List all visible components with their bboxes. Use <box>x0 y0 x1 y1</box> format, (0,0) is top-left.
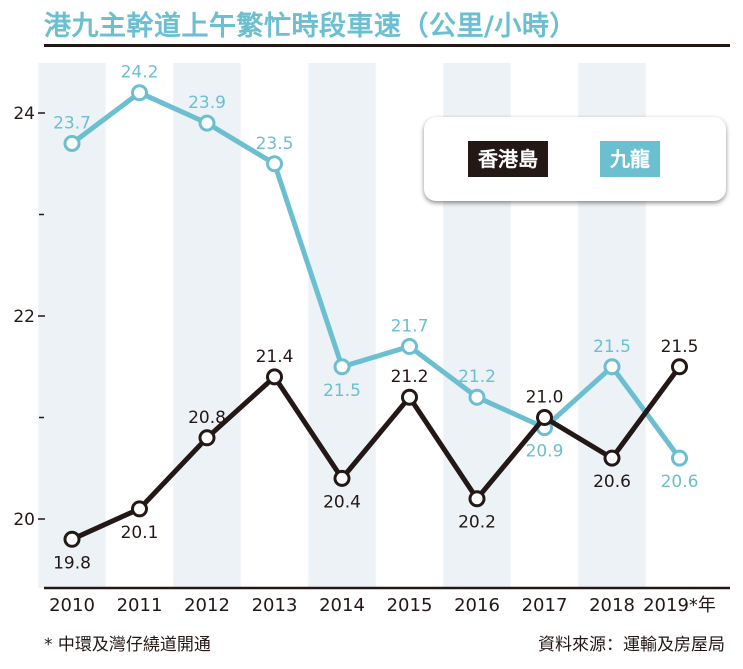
data-point-hong-kong-island <box>266 368 283 386</box>
y-tick-label: 24 <box>13 104 35 124</box>
data-point-hong-kong-island <box>468 490 486 508</box>
data-label-hong-kong-island: 20.1 <box>121 523 159 543</box>
data-labels: 19.8 20.1 20.8 21.4 20.4 21.2 20.2 21.0 20.6 21.5… <box>53 63 698 574</box>
data-point-hong-kong-island <box>401 388 418 406</box>
data-label-hong-kong-island: 20.6 <box>593 472 631 492</box>
data-label-hong-kong-island: 21.5 <box>661 337 699 357</box>
x-tick-label: 2012 <box>184 595 230 616</box>
x-tick-label: 2015 <box>387 595 433 616</box>
data-label-kowloon: 20.6 <box>661 472 699 492</box>
data-label-kowloon: 21.5 <box>323 381 361 401</box>
data-label-hong-kong-island: 19.8 <box>53 553 91 573</box>
data-point-kowloon <box>131 84 148 102</box>
footnote: * 中環及灣仔繞道開通 <box>44 635 211 655</box>
data-label-kowloon: 21.5 <box>593 337 631 357</box>
data-label-kowloon: 20.9 <box>526 442 564 462</box>
data-point-kowloon <box>603 358 621 376</box>
data-label-kowloon: 21.2 <box>458 367 496 387</box>
data-point-hong-kong-island <box>198 429 216 447</box>
x-tick-label: 2018 <box>589 595 635 616</box>
data-point-hong-kong-island <box>671 358 688 376</box>
axes: 2010 2011 2012 2013 2014 2015 2016 2017 2018 2019… <box>13 104 730 616</box>
data-point-hong-kong-island <box>131 500 148 518</box>
data-point-kowloon <box>468 388 486 406</box>
data-point-kowloon <box>198 114 216 132</box>
x-tick-label: 2017 <box>522 595 568 616</box>
data-label-kowloon: 24.2 <box>121 63 159 83</box>
data-point-kowloon <box>63 134 81 152</box>
data-label-hong-kong-island: 21.2 <box>391 367 429 387</box>
y-tick-label: 20 <box>13 510 35 530</box>
chart-title: 港九主幹道上午繁忙時段車速（公里/小時） <box>44 11 577 42</box>
data-label-kowloon: 21.7 <box>391 316 429 336</box>
x-tick-label: 2016 <box>454 595 500 616</box>
data-label-hong-kong-island: 20.4 <box>323 492 361 512</box>
x-tick-label: 2014 <box>319 595 365 616</box>
data-point-hong-kong-island <box>536 409 553 426</box>
year-band <box>308 63 376 588</box>
x-tick-label: 2019*年 <box>643 595 716 616</box>
legend: 香港島 九龍 <box>424 117 726 201</box>
series-line-hong-kong-island <box>69 364 682 542</box>
source-note: 資料來源：運輸及房屋局 <box>538 635 725 655</box>
data-label-hong-kong-island: 20.8 <box>188 408 226 428</box>
data-label-kowloon: 23.7 <box>53 113 91 133</box>
data-point-kowloon <box>671 449 688 467</box>
data-label-hong-kong-island: 21.4 <box>256 347 294 367</box>
data-point-kowloon <box>266 155 283 173</box>
legend-item-hong-kong-island: 香港島 <box>468 141 548 177</box>
data-label-kowloon: 23.5 <box>256 134 294 154</box>
title-rule <box>44 44 730 47</box>
series-lines <box>63 84 688 548</box>
data-point-hong-kong-island <box>603 449 621 467</box>
data-label-hong-kong-island: 20.2 <box>458 513 496 533</box>
data-point-hong-kong-island <box>63 530 81 548</box>
data-label-hong-kong-island: 21.0 <box>526 388 564 408</box>
data-point-kowloon <box>401 337 418 355</box>
y-tick-label: 22 <box>13 307 35 327</box>
year-band <box>173 63 241 588</box>
data-point-hong-kong-island <box>333 469 351 487</box>
x-tick-label: 2011 <box>117 595 163 616</box>
data-label-kowloon: 23.9 <box>188 93 226 113</box>
data-point-kowloon <box>333 358 351 376</box>
x-tick-label: 2013 <box>252 595 298 616</box>
series-line-kowloon <box>69 90 682 461</box>
legend-item-kowloon: 九龍 <box>600 141 660 177</box>
x-tick-label: 2010 <box>49 595 95 616</box>
